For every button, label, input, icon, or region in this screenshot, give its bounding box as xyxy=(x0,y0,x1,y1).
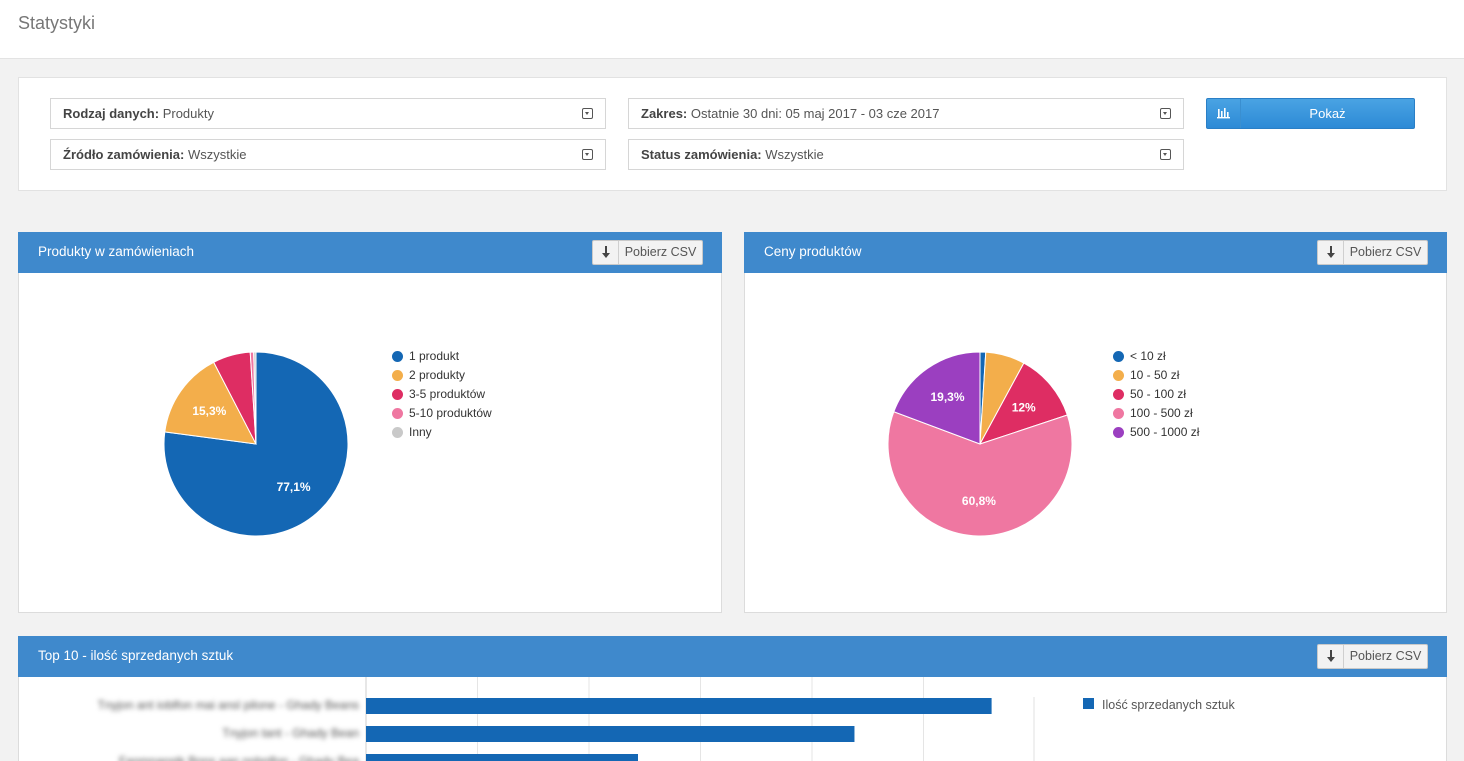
top10-panel: Top 10 - ilość sprzedanych sztuk Pobierz… xyxy=(18,636,1447,761)
pie-slice-label: 77,1% xyxy=(277,480,311,494)
page-title: Statystyki xyxy=(18,13,96,33)
legend-label: 2 produkty xyxy=(409,368,466,382)
legend-label: 1 produkt xyxy=(409,349,460,363)
legend-dot xyxy=(392,408,403,419)
pie-slice[interactable] xyxy=(253,351,257,445)
order-source-select[interactable]: Źródło zamówienia: Wszystkie xyxy=(50,139,606,170)
bar-legend-label: Ilość sprzedanych sztuk xyxy=(1102,698,1235,712)
product-prices-panel: Ceny produktów Pobierz CSV 12% 60,8% 19,3%… xyxy=(744,232,1447,613)
legend-item[interactable]: 1 produkt xyxy=(392,347,492,366)
pie-slice-label: 19,3% xyxy=(930,390,964,404)
panel-title: Ceny produktów xyxy=(764,244,862,259)
pie-slice[interactable] xyxy=(893,351,981,445)
download-arrow-icon xyxy=(593,241,619,264)
panel-header: Top 10 - ilość sprzedanych sztuk Pobierz… xyxy=(18,636,1447,677)
download-csv-label: Pobierz CSV xyxy=(1349,649,1422,663)
legend-item[interactable]: 10 - 50 zł xyxy=(1113,366,1199,385)
legend-swatch xyxy=(1083,698,1094,709)
data-type-value: Produkty xyxy=(162,106,215,121)
prices-pie-chart: 12% 60,8% 19,3% xyxy=(887,351,1073,537)
bar-category-label: Tnyjon ant ioblfon mai ansl pilone - Gha… xyxy=(97,698,360,712)
legend-label: 10 - 50 zł xyxy=(1130,368,1180,382)
dropdown-caret-icon xyxy=(1160,149,1171,160)
legend-label: 50 - 100 zł xyxy=(1130,387,1187,401)
order-status-select[interactable]: Status zamówienia: Wszystkie xyxy=(628,139,1184,170)
panel-header: Produkty w zamówieniach Pobierz CSV xyxy=(18,232,722,273)
show-button[interactable]: Pokaż xyxy=(1206,98,1415,129)
legend-item[interactable]: 3-5 produktów xyxy=(392,385,492,404)
legend-dot xyxy=(392,351,403,362)
legend-item[interactable]: < 10 zł xyxy=(1113,347,1199,366)
legend-item[interactable]: 2 produkty xyxy=(392,366,492,385)
legend-dot xyxy=(1113,408,1124,419)
show-button-label: Pokaż xyxy=(1309,106,1346,121)
pie-slice[interactable] xyxy=(164,361,257,445)
legend-item[interactable]: 500 - 1000 zł xyxy=(1113,423,1199,442)
legend-label: 3-5 produktów xyxy=(409,387,486,401)
filters-panel: Rodzaj danych: Produkty Zakres: Ostatnie… xyxy=(18,77,1447,191)
download-arrow-icon xyxy=(1318,645,1344,668)
bar[interactable] xyxy=(366,726,855,742)
legend-dot xyxy=(1113,370,1124,381)
bar-category-label: Tnyjon tant - Ghady Bean xyxy=(222,726,359,740)
panel-title: Top 10 - ilość sprzedanych sztuk xyxy=(38,648,234,663)
products-pie-legend: 1 produkt 2 produkty 3-5 produktów 5-10 pro… xyxy=(392,347,492,442)
legend-label: 5-10 produktów xyxy=(409,406,492,420)
order-source-value: Wszystkie xyxy=(187,147,247,162)
download-csv-label: Pobierz CSV xyxy=(624,245,697,259)
pie-slice-label: 60,8% xyxy=(962,494,996,508)
legend-item[interactable]: 5-10 produktów xyxy=(392,404,492,423)
legend-dot xyxy=(1113,389,1124,400)
download-csv-label: Pobierz CSV xyxy=(1349,245,1422,259)
dropdown-caret-icon xyxy=(1160,108,1171,119)
range-value: Ostatnie 30 dni: 05 maj 2017 - 03 cze 20… xyxy=(690,106,940,121)
bar[interactable] xyxy=(366,754,638,761)
data-type-label: Rodzaj danych: xyxy=(63,106,160,121)
legend-label: 500 - 1000 zł xyxy=(1130,425,1200,439)
top-bar: Statystyki xyxy=(0,0,1464,59)
download-arrow-icon xyxy=(1318,241,1344,264)
dropdown-caret-icon xyxy=(582,108,593,119)
legend-dot xyxy=(392,370,403,381)
order-source-label: Źródło zamówienia: xyxy=(63,147,185,162)
legend-item[interactable]: Inny xyxy=(392,423,492,442)
pie-slice-label: 12% xyxy=(1012,400,1036,414)
legend-item[interactable]: 50 - 100 zł xyxy=(1113,385,1199,404)
dropdown-caret-icon xyxy=(582,149,593,160)
legend-dot xyxy=(392,389,403,400)
range-label: Zakres: xyxy=(641,106,688,121)
legend-dot xyxy=(392,427,403,438)
panel-title: Produkty w zamówieniach xyxy=(38,244,195,259)
range-select[interactable]: Zakres: Ostatnie 30 dni: 05 maj 2017 - 0… xyxy=(628,98,1184,129)
download-csv-button[interactable]: Pobierz CSV xyxy=(592,240,703,265)
top10-bar-chart xyxy=(365,677,1035,761)
download-csv-button[interactable]: Pobierz CSV xyxy=(1317,644,1428,669)
bar[interactable] xyxy=(366,698,992,714)
pie-slice-label: 15,3% xyxy=(192,404,226,418)
order-status-label: Status zamówienia: xyxy=(641,147,762,162)
pie-slice[interactable] xyxy=(978,362,1068,445)
legend-item[interactable]: 100 - 500 zł xyxy=(1113,404,1199,423)
products-in-orders-panel: Produkty w zamówieniach Pobierz CSV 77,1… xyxy=(18,232,722,613)
products-pie-chart: 77,1% 15,3% xyxy=(163,351,349,537)
legend-label: 100 - 500 zł xyxy=(1130,406,1193,420)
pie-slice[interactable] xyxy=(887,411,1073,537)
panel-header: Ceny produktów Pobierz CSV xyxy=(744,232,1447,273)
bar-category-label: Fanmnanstk Bnns aan nnbnlfon - Ghady Bea xyxy=(118,754,359,761)
bar-chart-icon xyxy=(1207,99,1241,128)
order-status-value: Wszystkie xyxy=(765,147,824,162)
legend-label: < 10 zł xyxy=(1130,349,1166,363)
prices-pie-legend: < 10 zł 10 - 50 zł 50 - 100 zł 100 - 500 zł… xyxy=(1113,347,1199,442)
legend-dot xyxy=(1113,427,1124,438)
legend-label: Inny xyxy=(409,425,432,439)
legend-dot xyxy=(1113,351,1124,362)
download-csv-button[interactable]: Pobierz CSV xyxy=(1317,240,1428,265)
data-type-select[interactable]: Rodzaj danych: Produkty xyxy=(50,98,606,129)
